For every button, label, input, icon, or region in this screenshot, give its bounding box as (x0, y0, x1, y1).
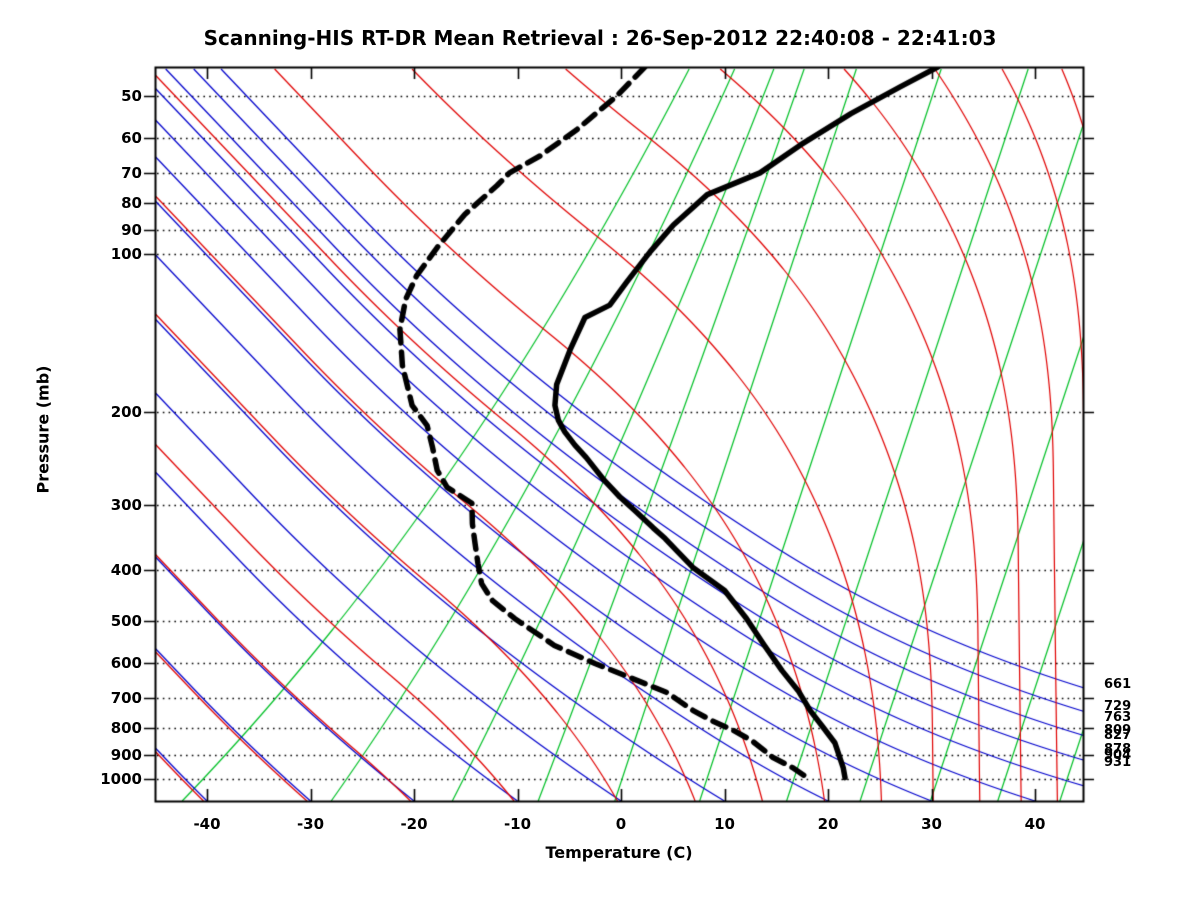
y-tick-label: 700 (110, 688, 142, 707)
y-tick-label: 200 (110, 403, 142, 422)
side-pressure-label: 931 (1104, 754, 1132, 770)
y-tick-label: 80 (121, 194, 142, 213)
side-pressure-label: 763 (1104, 709, 1132, 725)
side-pressure-label: 827 (1104, 727, 1132, 743)
x-tick-label: -30 (296, 815, 325, 833)
y-tick-label: 600 (110, 653, 142, 672)
y-tick-label: 800 (110, 719, 142, 738)
side-pressure-label: 878 (1104, 741, 1132, 757)
y-tick-label: 50 (121, 87, 142, 106)
y-tick-label: 900 (110, 746, 142, 765)
y-tick-label: 60 (121, 128, 142, 147)
y-tick-label: 1000 (100, 770, 142, 789)
y-tick-label: 100 (110, 245, 142, 264)
x-axis-label: Temperature (C) (545, 843, 693, 862)
x-tick-label: -40 (193, 815, 221, 833)
x-tick-label: 10 (714, 815, 735, 833)
x-tick-label: 30 (921, 815, 942, 833)
side-pressure-label: 729 (1104, 699, 1132, 715)
y-tick-label: 400 (110, 561, 142, 580)
chart-title: Scanning-HIS RT-DR Mean Retrieval : 26-S… (203, 26, 997, 50)
y-tick-label: 500 (110, 612, 142, 631)
x-tick-label: 0 (615, 815, 627, 833)
x-tick-label: -20 (400, 815, 428, 833)
x-tick-label: -10 (503, 815, 532, 833)
y-tick-label: 300 (110, 495, 142, 514)
x-tick-label: 20 (817, 815, 839, 833)
y-axis-label: Pressure (mb) (33, 365, 53, 494)
side-pressure-label: 661 (1104, 676, 1132, 692)
side-pressure-label: 904 (1104, 748, 1132, 764)
y-tick-label: 70 (121, 163, 142, 182)
side-pressure-label: 809 (1104, 722, 1132, 738)
y-tick-label: 90 (121, 221, 142, 240)
x-tick-label: 40 (1024, 815, 1046, 833)
